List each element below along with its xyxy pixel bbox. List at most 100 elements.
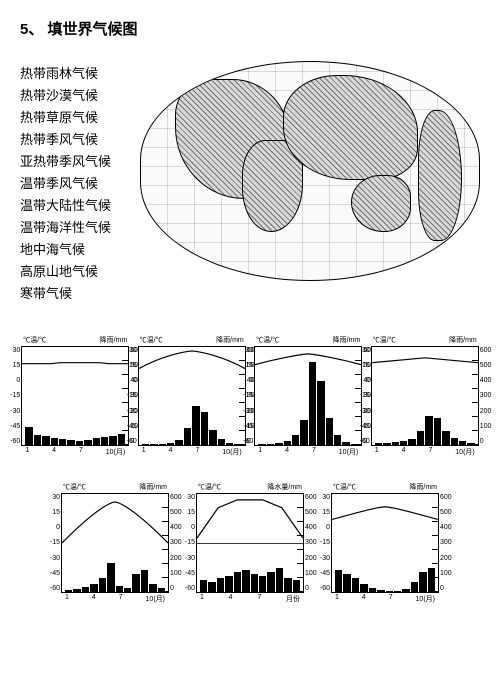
precip-bar bbox=[402, 589, 409, 592]
precip-bar bbox=[167, 443, 174, 445]
chart-header: ℃温/℃降雨/mm bbox=[138, 335, 246, 345]
month-tick: 月份 bbox=[286, 594, 300, 604]
precip-bar bbox=[258, 444, 265, 445]
precip-bar bbox=[150, 444, 157, 445]
temp-y-axis: 30150-15-30-45-60 bbox=[6, 347, 20, 445]
precip-bar bbox=[375, 443, 382, 445]
temp-y-axis: 30150-15-30-45-60 bbox=[239, 347, 253, 445]
temp-tick: 0 bbox=[356, 377, 370, 384]
month-tick: 7 bbox=[428, 447, 432, 457]
precip-bar bbox=[276, 568, 283, 592]
precip-bar bbox=[386, 591, 393, 592]
precip-bar bbox=[90, 584, 97, 592]
precip-bar bbox=[225, 576, 232, 592]
temp-tick: -45 bbox=[316, 570, 330, 577]
precip-bar bbox=[292, 435, 299, 445]
precip-bar bbox=[149, 584, 156, 592]
temp-tick: -15 bbox=[239, 392, 253, 399]
month-tick: 4 bbox=[52, 447, 56, 457]
exercise-title: 5、 填世界气候图 bbox=[20, 18, 480, 39]
precip-axis-label: 降雨/mm bbox=[333, 335, 361, 345]
month-tick: 10(月) bbox=[416, 594, 435, 604]
temp-tick: -60 bbox=[356, 438, 370, 445]
temp-tick: 30 bbox=[123, 347, 137, 354]
chart-body: 30150-15-30-45-606005004003002001000 bbox=[196, 493, 304, 593]
temp-tick: -60 bbox=[6, 438, 20, 445]
precip-tick: 300 bbox=[480, 392, 496, 399]
temp-tick: -30 bbox=[356, 408, 370, 415]
climate-type-item: 热带雨林气候 bbox=[20, 63, 130, 85]
month-x-axis: 14710(月) bbox=[371, 446, 479, 457]
precip-tick: 200 bbox=[440, 555, 456, 562]
precip-bar bbox=[451, 438, 458, 445]
precip-bar bbox=[251, 574, 258, 592]
top-row: 热带雨林气候热带沙漠气候热带草原气候热带季风气候亚热带季风气候温带季风气候温带大… bbox=[20, 61, 480, 305]
chart-header: ℃温/℃ 降雨/mm bbox=[371, 335, 479, 345]
temp-tick: 15 bbox=[356, 362, 370, 369]
precip-axis-label: 降雨/mm bbox=[449, 335, 477, 345]
chart-header: ℃温/℃降雨/mm bbox=[254, 335, 362, 345]
temp-tick: 0 bbox=[181, 524, 195, 531]
temp-tick: 30 bbox=[316, 494, 330, 501]
chart-body: 30150-15-30-45-606005004003002001000 bbox=[61, 493, 169, 593]
month-tick: 7 bbox=[79, 447, 83, 457]
precip-axis-label: 降雨/mm bbox=[139, 482, 167, 492]
chart-body: 30150-15-30-45-606005004003002001000 bbox=[331, 493, 439, 593]
temp-tick: -30 bbox=[181, 555, 195, 562]
precip-tick: 0 bbox=[440, 585, 456, 592]
precip-bar bbox=[99, 578, 106, 592]
chart-body: 30150-15-30-45-606005004003002001000 bbox=[371, 346, 479, 446]
precip-bar bbox=[142, 444, 149, 445]
precip-bar bbox=[158, 588, 165, 592]
temp-tick: -30 bbox=[46, 555, 60, 562]
precip-axis-label: 降雨/mm bbox=[100, 335, 128, 345]
precip-tick: 100 bbox=[440, 570, 456, 577]
precip-tick: 100 bbox=[480, 423, 496, 430]
precip-bar bbox=[293, 580, 300, 592]
precip-tick: 200 bbox=[480, 408, 496, 415]
temp-y-axis: 30150-15-30-45-60 bbox=[123, 347, 137, 445]
precip-bar bbox=[419, 572, 426, 592]
temp-tick: 30 bbox=[181, 494, 195, 501]
temp-tick: 0 bbox=[6, 377, 20, 384]
temp-tick: -60 bbox=[181, 585, 195, 592]
precip-bar bbox=[234, 572, 241, 592]
precip-bar bbox=[42, 436, 49, 445]
precip-bar bbox=[408, 439, 415, 445]
precip-bar bbox=[425, 416, 432, 445]
month-tick: 1 bbox=[142, 447, 146, 457]
temp-axis-label: ℃温/℃ bbox=[23, 335, 46, 345]
temp-tick: -15 bbox=[123, 392, 137, 399]
temp-y-axis: 30150-15-30-45-60 bbox=[181, 494, 195, 592]
precip-bar bbox=[284, 441, 291, 445]
precip-bar bbox=[392, 442, 399, 445]
climate-type-item: 亚热带季风气候 bbox=[20, 151, 130, 173]
precip-bars bbox=[139, 347, 245, 445]
precip-bar bbox=[107, 563, 114, 592]
precip-bar bbox=[383, 443, 390, 445]
temp-tick: -15 bbox=[181, 539, 195, 546]
temp-tick: -45 bbox=[239, 423, 253, 430]
month-tick: 1 bbox=[25, 447, 29, 457]
precip-bar bbox=[317, 381, 324, 445]
chart-row-2: ℃温/℃降雨/mm30150-15-30-45-6060050040030020… bbox=[20, 482, 480, 604]
temp-tick: -60 bbox=[316, 585, 330, 592]
temp-tick: 15 bbox=[181, 509, 195, 516]
precip-y-axis: 6005004003002001000 bbox=[480, 347, 496, 445]
climate-chart: ℃温/℃降雨/mm30150-15-30-45-6060050040030020… bbox=[254, 335, 362, 457]
precip-tick: 0 bbox=[480, 438, 496, 445]
precip-bar bbox=[343, 574, 350, 592]
precip-bar bbox=[467, 443, 474, 445]
precip-bar bbox=[184, 428, 191, 445]
precip-bar bbox=[34, 435, 41, 445]
precip-bar bbox=[369, 588, 376, 592]
precip-bar bbox=[200, 580, 207, 592]
precip-bar bbox=[209, 430, 216, 445]
precip-bar bbox=[175, 440, 182, 445]
precip-bar bbox=[394, 591, 401, 592]
temp-tick: 15 bbox=[316, 509, 330, 516]
temp-axis-label: ℃温/℃ bbox=[373, 335, 396, 345]
temp-y-axis: 30150-15-30-45-60 bbox=[356, 347, 370, 445]
precip-bars bbox=[22, 347, 128, 445]
month-tick: 10(月) bbox=[339, 447, 358, 457]
